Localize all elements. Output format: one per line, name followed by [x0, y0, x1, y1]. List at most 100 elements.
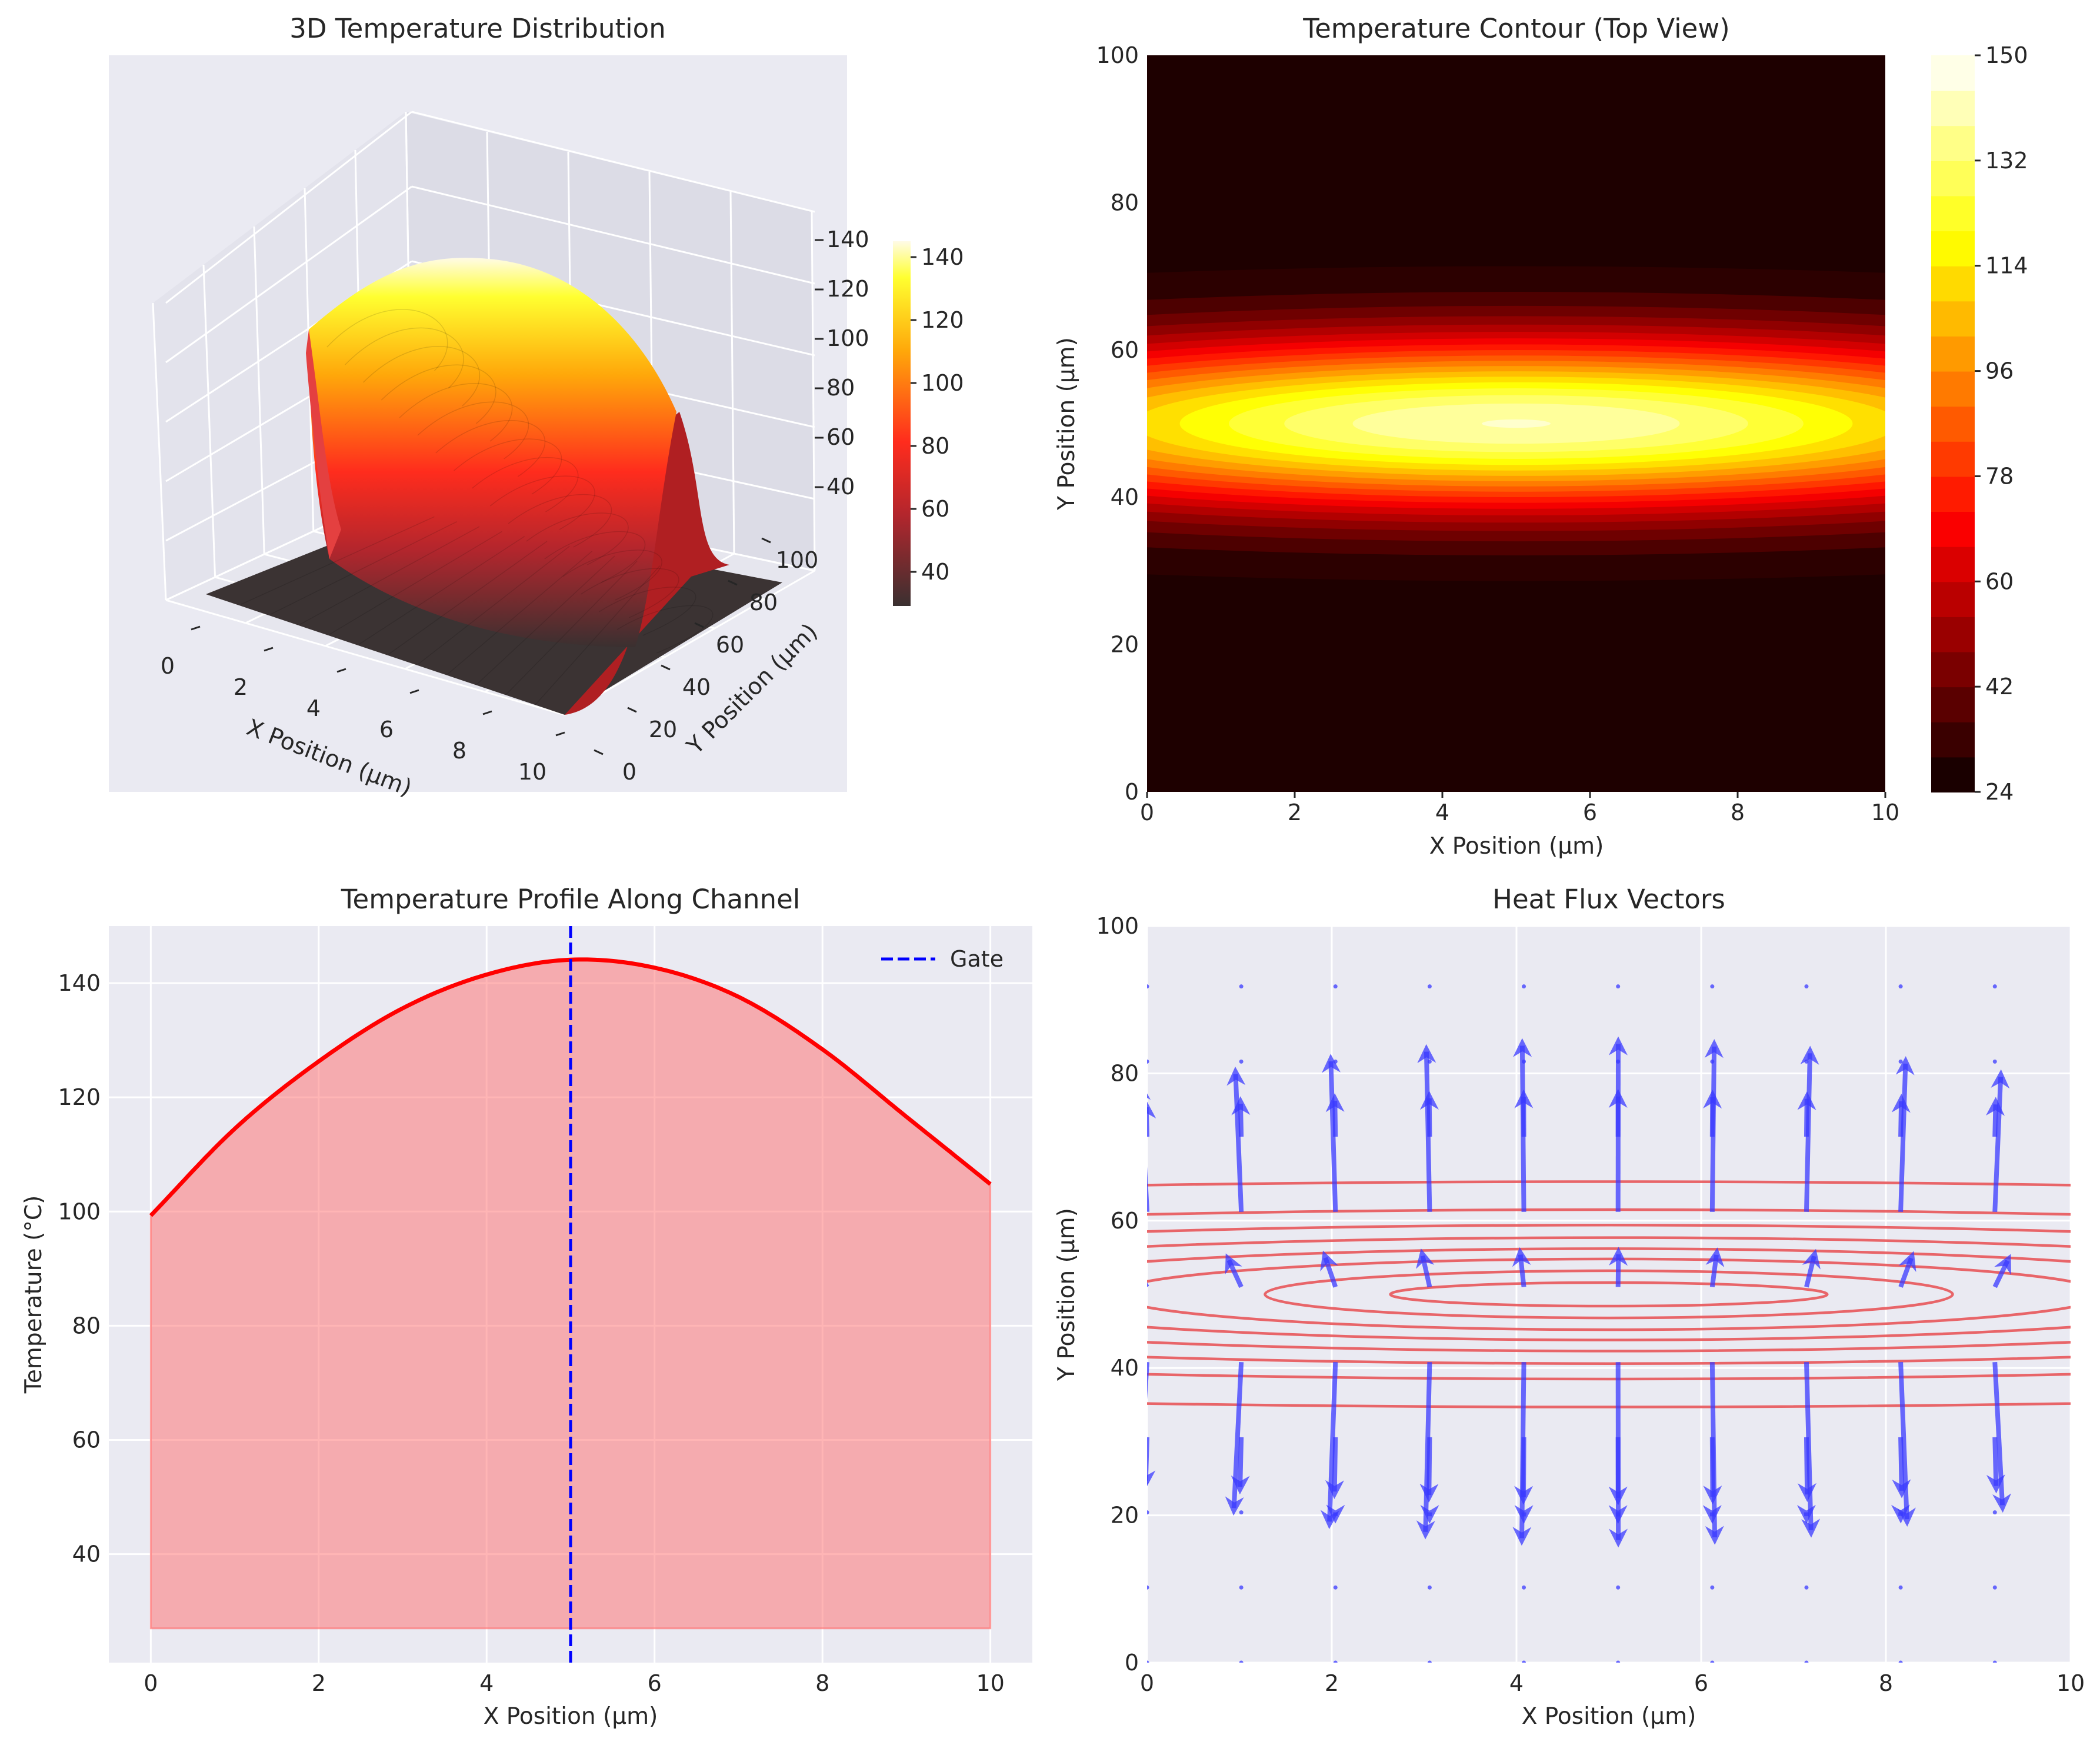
quiver-dot: [1522, 1059, 1526, 1064]
contour-ytick-label: 20: [1111, 632, 1139, 658]
quiver-arrow: [1147, 1282, 1149, 1287]
quiver-arrow: [1897, 1362, 1916, 1527]
contour-ytick-label: 0: [1125, 779, 1139, 805]
contour-colorbar-segment: [1931, 231, 1975, 267]
quiver-dot: [1898, 1585, 1903, 1590]
quiver-arrow: [1801, 1362, 1821, 1538]
3d-colorbar-ticks: 40 60 80 100 120 140: [911, 244, 964, 585]
quiver-ytick-label: 0: [1125, 1650, 1139, 1676]
quiver-arrow: [1231, 1437, 1250, 1495]
3d-ytick-label: 60: [716, 632, 744, 658]
quiver-ytick-label: 40: [1111, 1355, 1139, 1381]
contour-colorbar-tick-label: 24: [1985, 779, 2014, 805]
grid3d-left-horizontal: [165, 185, 412, 364]
3d-ytick-label: 80: [749, 590, 778, 615]
quiver-arrow: [1416, 1248, 1435, 1288]
surface-mesh-line: [326, 309, 448, 371]
quiver-arrow: [1992, 1361, 2012, 1513]
quiver-dot: [1147, 1510, 1149, 1515]
quiver-arrow: [1416, 1362, 1435, 1540]
profile-ytick-label: 40: [72, 1541, 101, 1567]
profile-ytick-label: 60: [72, 1427, 101, 1453]
quiver-dot: [1522, 984, 1526, 989]
quiver-axes-background: [1147, 926, 2071, 1663]
contour-colorbar-segment: [1931, 721, 1975, 758]
quiver-dot: [1898, 1059, 1903, 1064]
surface-mesh-floor-line: [476, 555, 615, 685]
3d-xtick-label: 4: [306, 695, 321, 721]
quiver-arrow: [1320, 1250, 1338, 1288]
3d-ztick-label: 80: [826, 375, 855, 401]
contour-colorbar-segment: [1931, 125, 1975, 161]
contour-colorbar-segment: [1931, 371, 1975, 407]
profile-title: Temperature Profile Along Channel: [341, 884, 801, 915]
profile-xtick-label: 10: [976, 1670, 1004, 1696]
quiver-dot: [1333, 1585, 1338, 1590]
3d-ztick-label: 100: [826, 325, 869, 351]
quiver-arrow: [1898, 1251, 1916, 1288]
contour-xlabel: X Position (µm): [1429, 833, 1604, 860]
3d-xtick-label: 2: [234, 674, 248, 700]
contour-xtick-label: 6: [1583, 800, 1597, 825]
quiver-xtick-label: 8: [1879, 1670, 1893, 1696]
surface-mesh-line: [489, 475, 595, 530]
3d-ztick-label: 140: [826, 227, 869, 252]
surface-mesh-line: [526, 512, 629, 565]
quiver-contour-line: [1147, 1236, 2071, 1353]
quiver-dot: [1333, 1059, 1338, 1064]
profile-xlabel: X Position (µm): [484, 1703, 658, 1730]
quiver-dot: [1804, 1660, 1809, 1663]
3d-ztick-label: 120: [826, 276, 869, 302]
3d-colorbar-tick-label: 60: [921, 496, 949, 522]
quiver-dot: [1992, 1660, 1997, 1663]
contour-colorbar-segment: [1931, 581, 1975, 617]
quiver-dot: [1992, 984, 1997, 989]
profile-legend: Gate: [881, 946, 1004, 972]
quiver-dot: [1992, 1585, 1997, 1590]
surface-mesh-line: [472, 457, 579, 512]
quiver-dot: [1992, 1510, 1997, 1515]
3d-colorbar-tick-label: 120: [921, 307, 964, 333]
quiver-arrow: [1147, 1362, 1149, 1500]
contour-colorbar-segment: [1931, 546, 1975, 582]
3d-colorbar-tick-label: 40: [921, 559, 949, 585]
quiver-contour-line: [1147, 1208, 2071, 1381]
quiver-contour-line: [1147, 1247, 2071, 1341]
contour-ytick-label: 100: [1096, 42, 1139, 68]
contour-band: [1482, 419, 1551, 428]
quiver-dot: [1239, 1059, 1244, 1064]
grid3d-floor-y: [165, 599, 565, 716]
quiver-arrow: [1512, 1362, 1532, 1546]
quiver-dot: [1898, 1660, 1903, 1663]
surface-mesh-floor-line: [270, 521, 458, 615]
profile-xtick-label: 2: [312, 1670, 326, 1696]
panel-profile: Temperature Profile Along Channel 0 2 4 6 8 1…: [21, 884, 1032, 1730]
profile-ytick-label: 120: [58, 1084, 101, 1110]
surface-mesh-line: [616, 605, 714, 654]
contour-colorbar-tick-label: 78: [1985, 463, 2014, 489]
contour-bands: [1147, 266, 1885, 581]
surface-mesh-line: [399, 383, 513, 442]
contour-xtick-label: 2: [1288, 800, 1302, 825]
surface-ridge-top: [309, 258, 676, 648]
3d-title: 3D Temperature Distribution: [289, 13, 665, 44]
3d-colorbar: [893, 241, 911, 606]
quiver-xlabel: X Position (µm): [1522, 1703, 1696, 1730]
surface-mesh-line: [362, 346, 481, 407]
quiver-contour-line: [1389, 1281, 1829, 1308]
quiver-dot: [1147, 1660, 1149, 1663]
profile-xtick-label: 6: [648, 1670, 662, 1696]
surface-mesh-line: [417, 401, 529, 459]
quiver-dot: [1616, 1585, 1621, 1590]
quiver-ylabel: Y Position (µm): [1054, 1208, 1080, 1381]
3d-xtick-label: 6: [379, 717, 394, 742]
profile-ticks: 0 2 4 6 8 10 40 60 80 100 120 140: [58, 970, 1004, 1696]
3d-colorbar-tick-label: 140: [921, 244, 964, 270]
contour-colorbar-segment: [1931, 335, 1975, 372]
quiver-dot: [1427, 1660, 1432, 1663]
grid3d-floor-x: [564, 570, 815, 716]
quiver-arrow: [1986, 1437, 2005, 1494]
